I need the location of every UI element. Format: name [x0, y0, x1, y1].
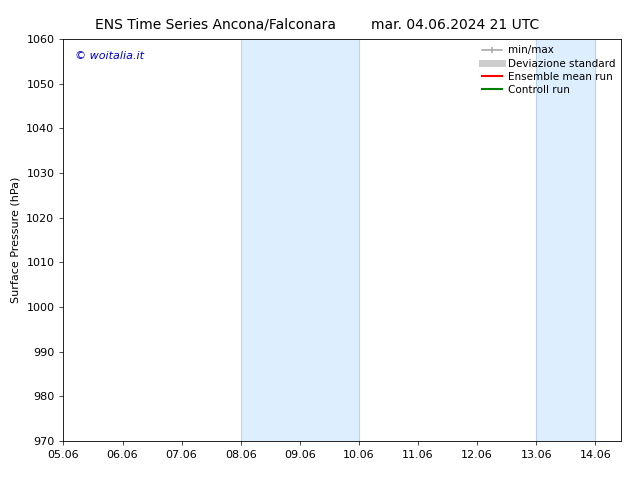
Bar — [241, 39, 359, 441]
Text: © woitalia.it: © woitalia.it — [75, 51, 143, 61]
Y-axis label: Surface Pressure (hPa): Surface Pressure (hPa) — [11, 177, 21, 303]
Bar — [536, 39, 595, 441]
Legend: min/max, Deviazione standard, Ensemble mean run, Controll run: min/max, Deviazione standard, Ensemble m… — [477, 41, 619, 99]
Text: ENS Time Series Ancona/Falconara        mar. 04.06.2024 21 UTC: ENS Time Series Ancona/Falconara mar. 04… — [95, 17, 539, 31]
